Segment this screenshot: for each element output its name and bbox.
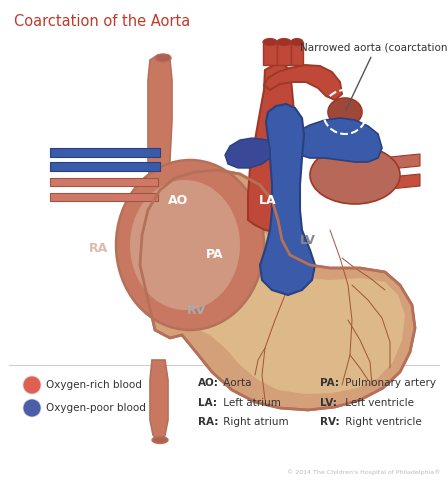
Polygon shape: [295, 118, 382, 162]
Ellipse shape: [310, 146, 400, 204]
Polygon shape: [260, 104, 315, 295]
Polygon shape: [50, 162, 160, 171]
Polygon shape: [50, 178, 158, 186]
Polygon shape: [180, 222, 405, 394]
Polygon shape: [277, 42, 291, 65]
Text: Aorta: Aorta: [220, 378, 251, 388]
Polygon shape: [50, 193, 158, 201]
Text: LA: LA: [259, 193, 277, 206]
Polygon shape: [140, 170, 415, 410]
Text: RV:: RV:: [320, 417, 340, 427]
Polygon shape: [150, 360, 168, 440]
Ellipse shape: [152, 436, 168, 444]
Polygon shape: [263, 42, 277, 65]
Text: Left ventricle: Left ventricle: [342, 398, 414, 408]
Ellipse shape: [155, 54, 171, 62]
Text: Right ventricle: Right ventricle: [342, 417, 422, 427]
Circle shape: [23, 399, 41, 417]
Text: RA: RA: [89, 241, 108, 254]
Ellipse shape: [328, 98, 362, 126]
Text: RA:: RA:: [198, 417, 218, 427]
Polygon shape: [225, 138, 270, 168]
Polygon shape: [248, 65, 295, 232]
Text: LA:: LA:: [198, 398, 217, 408]
Polygon shape: [380, 174, 420, 190]
Text: Pulmonary artery: Pulmonary artery: [342, 378, 436, 388]
Polygon shape: [148, 55, 172, 205]
Text: AO:: AO:: [198, 378, 219, 388]
Ellipse shape: [130, 180, 240, 310]
Text: PA: PA: [206, 249, 224, 262]
Text: © 2014 The Children's Hospital of Philadelphia®: © 2014 The Children's Hospital of Philad…: [287, 469, 440, 475]
Polygon shape: [264, 65, 342, 100]
Text: RV: RV: [186, 303, 206, 316]
Ellipse shape: [291, 38, 303, 46]
Polygon shape: [291, 42, 303, 65]
Ellipse shape: [116, 160, 264, 330]
Ellipse shape: [263, 38, 277, 46]
Text: Narrowed aorta (coarctation): Narrowed aorta (coarctation): [300, 42, 448, 109]
Text: Left atrium: Left atrium: [220, 398, 281, 408]
Text: Oxygen-rich blood: Oxygen-rich blood: [46, 380, 142, 390]
Text: PA:: PA:: [320, 378, 339, 388]
Text: Coarctation of the Aorta: Coarctation of the Aorta: [14, 14, 190, 29]
Polygon shape: [50, 148, 160, 157]
Text: LV:: LV:: [320, 398, 337, 408]
Circle shape: [23, 376, 41, 394]
Text: Oxygen-poor blood: Oxygen-poor blood: [46, 403, 146, 413]
Text: AO: AO: [168, 193, 188, 206]
Text: Right atrium: Right atrium: [220, 417, 289, 427]
Text: LV: LV: [300, 233, 316, 247]
Ellipse shape: [277, 38, 291, 46]
Polygon shape: [380, 154, 420, 170]
